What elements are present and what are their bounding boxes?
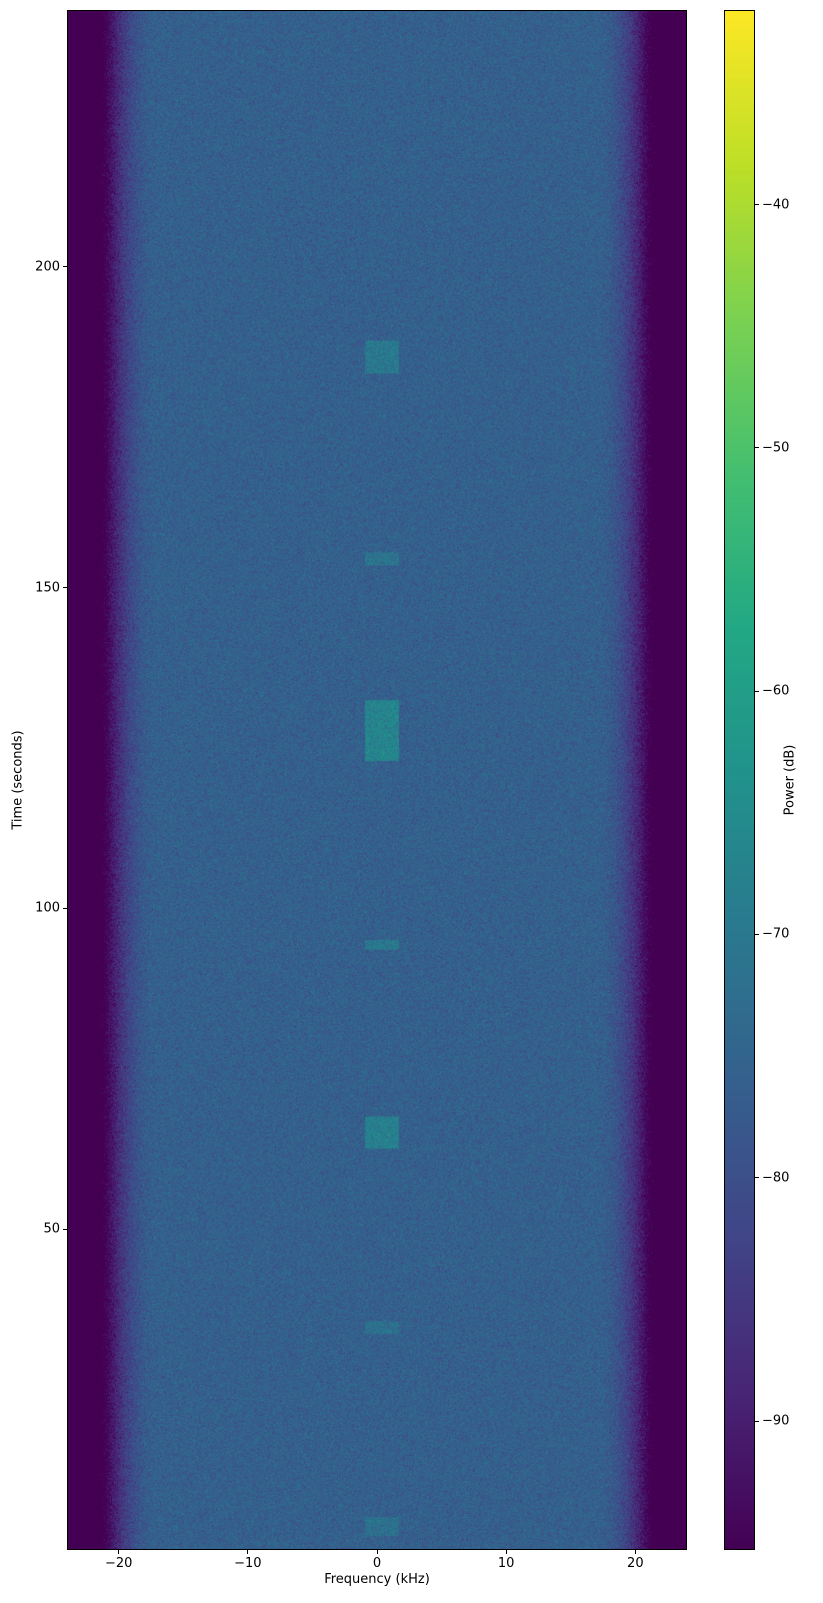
y-tick-label: 150 bbox=[35, 580, 60, 595]
x-tick-label: −10 bbox=[234, 1556, 261, 1571]
x-axis-label: Frequency (kHz) bbox=[67, 1572, 687, 1587]
signal-burst-2 bbox=[365, 700, 398, 761]
colorbar-tick bbox=[755, 447, 759, 448]
signal-burst-3 bbox=[365, 940, 398, 950]
colorbar-tick bbox=[755, 934, 759, 935]
x-tick-label: −20 bbox=[105, 1556, 132, 1571]
x-tick-label: 20 bbox=[627, 1556, 644, 1571]
spectrogram-plot bbox=[67, 10, 687, 1550]
colorbar-tick-label: −70 bbox=[762, 927, 789, 942]
x-tick-label: 0 bbox=[373, 1556, 381, 1571]
y-tick bbox=[63, 266, 67, 267]
burst-layer bbox=[68, 11, 686, 1549]
colorbar-tick bbox=[755, 691, 759, 692]
x-tick bbox=[635, 1550, 636, 1554]
y-tick bbox=[63, 908, 67, 909]
signal-burst-1 bbox=[365, 553, 398, 566]
x-tick bbox=[118, 1550, 119, 1554]
y-axis-label: Time (seconds) bbox=[11, 730, 26, 829]
signal-burst-4 bbox=[365, 1116, 398, 1148]
colorbar-tick-label: −80 bbox=[762, 1170, 789, 1185]
colorbar-label: Power (dB) bbox=[783, 745, 798, 816]
colorbar-tick-label: −90 bbox=[762, 1414, 789, 1429]
colorbar-tick bbox=[755, 204, 759, 205]
x-tick bbox=[506, 1550, 507, 1554]
signal-burst-0 bbox=[365, 341, 398, 373]
signal-burst-6 bbox=[365, 1517, 398, 1536]
colorbar-tick bbox=[755, 1421, 759, 1422]
signal-burst-5 bbox=[365, 1322, 398, 1335]
y-tick-label: 200 bbox=[35, 259, 60, 274]
y-tick bbox=[63, 587, 67, 588]
y-tick bbox=[63, 1229, 67, 1230]
y-tick-label: 50 bbox=[43, 1222, 60, 1237]
colorbar bbox=[724, 10, 755, 1550]
x-tick-label: 10 bbox=[498, 1556, 515, 1571]
x-tick bbox=[247, 1550, 248, 1554]
colorbar-tick-label: −40 bbox=[762, 197, 789, 212]
colorbar-tick bbox=[755, 1177, 759, 1178]
colorbar-tick-label: −50 bbox=[762, 440, 789, 455]
y-tick-label: 100 bbox=[35, 901, 60, 916]
colorbar-gradient bbox=[725, 11, 754, 1549]
colorbar-tick-label: −60 bbox=[762, 684, 789, 699]
x-tick bbox=[377, 1550, 378, 1554]
